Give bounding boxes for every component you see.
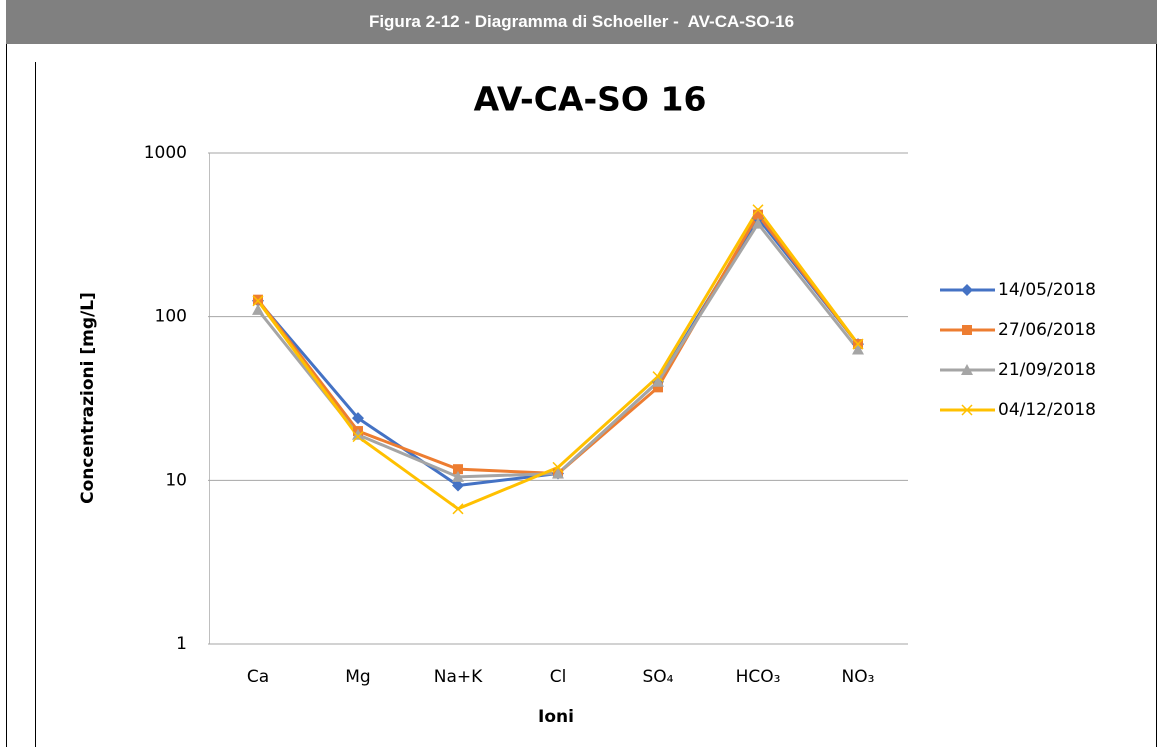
data-point <box>652 371 664 383</box>
data-point <box>252 295 264 307</box>
chart-title: AV-CA-SO 16 <box>474 80 707 119</box>
legend-marker <box>961 364 973 375</box>
x-tick-label: NO₃ <box>842 667 875 687</box>
data-point <box>652 375 664 387</box>
data-point <box>453 464 463 475</box>
figure-caption: Figura 2-12 - Diagramma di Schoeller - A… <box>6 0 1157 44</box>
data-point <box>452 503 464 515</box>
x-tick-label: Mg <box>345 667 370 687</box>
x-tick-label: SO₄ <box>643 667 674 687</box>
data-point <box>753 209 763 220</box>
data-point <box>352 428 364 440</box>
series-line <box>256 213 860 476</box>
legend-label: 14/05/2018 <box>998 280 1096 300</box>
data-point <box>552 461 564 473</box>
y-tick-label: 1 <box>176 634 187 654</box>
data-point <box>352 412 364 425</box>
x-axis-label: Ioni <box>538 707 574 727</box>
x-tick-label: HCO₃ <box>736 667 781 687</box>
y-tick-label: 100 <box>155 307 187 327</box>
data-point <box>653 382 663 393</box>
data-point <box>253 294 263 305</box>
y-tick-label: 1000 <box>144 143 187 163</box>
series-line <box>256 222 860 479</box>
data-point <box>252 303 264 315</box>
data-point <box>452 470 464 482</box>
legend-marker <box>962 325 972 335</box>
y-tick-label: 10 <box>165 470 187 490</box>
series-line <box>256 208 860 511</box>
x-tick-label: Ca <box>247 667 269 687</box>
y-axis-label: Concentrazioni [mg/L] <box>78 292 98 504</box>
data-point <box>552 467 564 479</box>
data-point <box>752 217 764 229</box>
x-tick-label: Cl <box>550 667 567 687</box>
legend-marker <box>961 284 973 296</box>
data-point <box>452 479 464 492</box>
data-point <box>852 343 864 355</box>
data-point <box>852 338 864 350</box>
x-tick-label: Na+K <box>434 667 483 687</box>
data-point <box>352 431 364 443</box>
series-line <box>256 216 860 487</box>
legend-marker <box>961 404 973 416</box>
legend-label: 27/06/2018 <box>998 320 1096 340</box>
legend-label: 21/09/2018 <box>998 360 1096 380</box>
data-point <box>752 204 764 216</box>
legend-label: 04/12/2018 <box>998 400 1096 420</box>
